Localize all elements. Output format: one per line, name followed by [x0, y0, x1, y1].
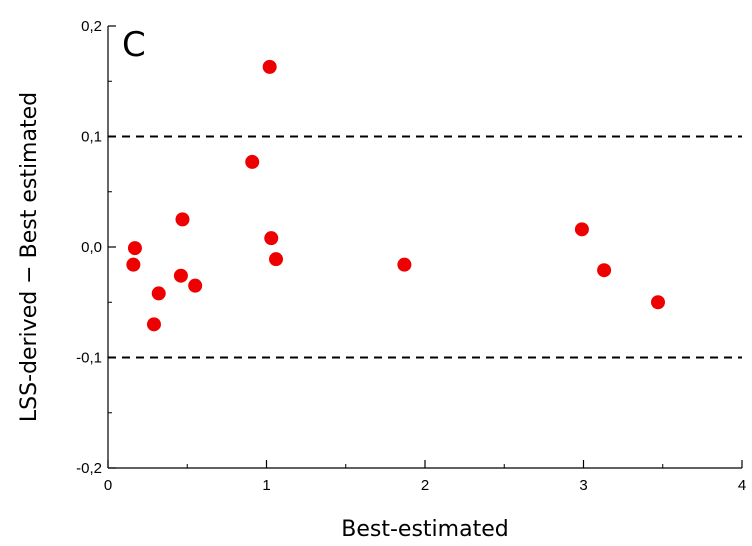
axes	[107, 26, 742, 469]
y-tick-label: 0,2	[81, 18, 102, 35]
x-tick-label: 0	[104, 477, 112, 494]
data-point	[126, 257, 141, 272]
x-tick-label: 3	[579, 477, 587, 494]
data-point	[245, 154, 260, 169]
data-point	[264, 231, 279, 246]
y-tick-label: -0,2	[76, 460, 102, 477]
x-tick-label: 1	[262, 477, 270, 494]
ticks: 0 1 2 3 4 -0,2 -0,1 0,0 0,1 0,2	[76, 18, 746, 494]
y-tick-label: 0,0	[81, 239, 102, 256]
x-axis-title: Best-estimated	[341, 517, 508, 542]
y-tick-label: 0,1	[81, 129, 102, 146]
x-tick-label: 2	[421, 477, 429, 494]
y-tick-label: -0,1	[76, 350, 102, 367]
data-point	[262, 59, 277, 74]
data-point	[597, 263, 612, 278]
x-tick-label: 4	[738, 477, 746, 494]
reference-lines	[108, 135, 742, 359]
data-point	[127, 241, 142, 256]
panel-label: C	[122, 25, 146, 65]
y-axis-title: LSS-derived − Best estimated	[17, 92, 42, 422]
data-point	[574, 222, 589, 237]
data-point	[269, 252, 284, 267]
data-point	[650, 295, 665, 310]
data-point	[151, 286, 166, 301]
data-point	[146, 317, 161, 332]
data-point	[173, 268, 188, 283]
data-points	[126, 59, 665, 332]
data-point	[397, 257, 412, 272]
data-point	[188, 278, 203, 293]
data-point	[175, 212, 190, 227]
